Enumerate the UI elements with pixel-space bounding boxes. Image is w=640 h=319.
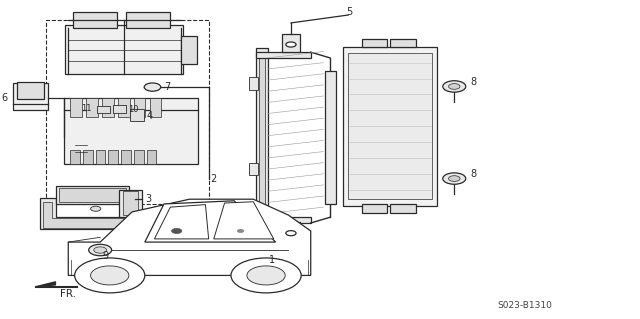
Bar [122,191,138,215]
Polygon shape [214,202,274,239]
Bar [348,53,432,199]
Text: 8: 8 [470,77,476,87]
Bar [46,20,209,204]
Circle shape [247,266,285,285]
Circle shape [237,229,244,233]
Bar [102,98,113,117]
Bar [119,190,141,217]
Bar [65,25,183,74]
Circle shape [91,206,101,211]
Text: 5: 5 [346,7,352,17]
Circle shape [144,83,161,91]
Bar [17,82,44,99]
Bar [134,98,145,117]
Text: 1: 1 [269,255,275,264]
Bar [342,47,437,205]
Circle shape [449,84,460,89]
Text: 3: 3 [145,194,151,204]
Text: 4: 4 [147,111,153,121]
Bar [64,98,198,164]
Bar [257,48,268,223]
Text: 9: 9 [102,251,108,261]
Bar [73,12,117,28]
Bar [134,150,143,164]
Bar [362,39,387,47]
Text: 8: 8 [470,169,476,179]
Polygon shape [154,204,209,239]
Text: 10: 10 [127,105,138,114]
Bar [70,150,80,164]
Bar [257,217,311,223]
Bar [147,150,156,164]
Circle shape [94,247,106,253]
Bar [282,222,300,241]
Bar [282,34,300,51]
Circle shape [89,244,111,256]
Polygon shape [43,202,125,228]
Bar [70,98,82,117]
Text: 11: 11 [81,104,92,113]
Bar [325,70,335,204]
Bar [259,58,266,217]
Bar [83,150,93,164]
Bar [249,77,259,90]
Text: S023-B1310: S023-B1310 [497,301,552,310]
Circle shape [286,42,296,47]
Polygon shape [40,197,129,229]
Text: 7: 7 [164,82,170,92]
Bar [257,52,311,58]
Bar [125,12,170,28]
Circle shape [443,173,466,184]
Bar [97,106,109,114]
Circle shape [443,81,466,92]
Circle shape [172,228,182,234]
Bar [108,150,118,164]
Polygon shape [145,201,276,242]
Text: FR.: FR. [60,289,76,299]
Bar [121,150,131,164]
Bar [390,204,416,213]
Bar [96,150,105,164]
Bar [181,36,197,64]
Bar [150,98,161,117]
Bar [13,83,48,110]
Polygon shape [36,282,56,286]
Bar [362,204,387,213]
Circle shape [231,258,301,293]
Bar [59,188,125,202]
Circle shape [449,176,460,182]
Bar [390,39,416,47]
Circle shape [91,266,129,285]
Bar [86,98,98,117]
Bar [113,105,125,114]
Polygon shape [68,199,311,275]
Circle shape [286,231,296,236]
Circle shape [75,258,145,293]
Text: 6: 6 [1,93,8,103]
Bar [56,187,129,204]
Bar [130,109,144,122]
Bar [118,98,129,117]
Bar [249,163,259,175]
Text: 2: 2 [211,174,217,183]
